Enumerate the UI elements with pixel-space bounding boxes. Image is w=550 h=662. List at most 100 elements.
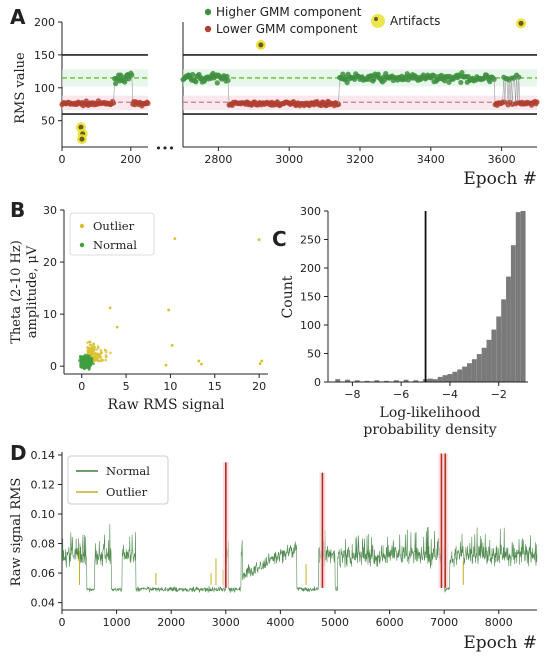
panel-b-legend: Outlier Normal bbox=[69, 212, 155, 256]
panel-c-bar bbox=[442, 375, 448, 382]
legend-marker-outlier bbox=[79, 223, 85, 229]
panel-c-bar bbox=[467, 363, 472, 382]
legend-label-lower: Lower GMM component bbox=[216, 22, 358, 36]
panel-b-x-tick-label: 20 bbox=[252, 380, 266, 393]
panel-b-y-label-line2: amplitude, μV bbox=[25, 245, 40, 338]
panel-b-x-tick-label: 5 bbox=[123, 380, 130, 393]
panel-d-x-tick-label: 8000 bbox=[485, 616, 513, 629]
panel-b-normal-point bbox=[82, 361, 86, 365]
legend-label-artifacts: Artifacts bbox=[390, 14, 440, 28]
panel-d-x-tick-label: 5000 bbox=[321, 616, 349, 629]
panel-a-point-lower bbox=[534, 99, 540, 105]
panel-a-transition bbox=[515, 75, 517, 104]
panel-d: 0 1000 2000 3000 4000 5000 6000 7000 8000 0.04 0.0… bbox=[9, 449, 538, 653]
panel-b-outlier-point bbox=[258, 362, 262, 365]
panel-c-x-label-line2: probability density bbox=[363, 422, 496, 438]
panel-b-outlier-point bbox=[95, 348, 98, 351]
panel-b-outlier-point bbox=[104, 355, 108, 358]
panel-c-bar bbox=[354, 380, 360, 382]
legend-marker-higher bbox=[204, 8, 212, 16]
panel-a-point-higher bbox=[458, 79, 464, 86]
panel-c-bar bbox=[335, 379, 341, 382]
panel-d-normal-line bbox=[61, 524, 538, 594]
panel-b-outlier-point bbox=[257, 238, 261, 242]
panel-b-outlier-point bbox=[93, 359, 97, 363]
panel-c-bar bbox=[384, 380, 389, 382]
panel-a-point-higher bbox=[193, 79, 199, 85]
panel-b-normal-point bbox=[85, 358, 89, 362]
panel-a-legend: Higher GMM component Lower GMM component A… bbox=[204, 5, 440, 36]
panel-a-x-tick-label: 2800 bbox=[204, 153, 232, 166]
panel-a-artifact-point bbox=[79, 136, 85, 142]
panel-d-x-label: Epoch # bbox=[463, 633, 537, 653]
panel-b-outlier-point bbox=[99, 349, 103, 352]
panel-a-transition bbox=[131, 75, 134, 105]
panel-b-outlier-point bbox=[89, 348, 93, 352]
panel-b-outlier-point bbox=[104, 358, 108, 362]
panel-a-point-lower bbox=[145, 100, 151, 106]
panel-b-outlier-point bbox=[115, 325, 119, 329]
legend-label-outlier: Outlier bbox=[106, 485, 148, 499]
panel-b-outlier-point bbox=[108, 306, 112, 310]
panel-b-outlier-point bbox=[197, 359, 201, 363]
panel-a-transition bbox=[510, 78, 513, 105]
panel-c-x-tick-label: −4 bbox=[442, 388, 458, 401]
panel-c-x-tick-label: −2 bbox=[491, 388, 507, 401]
panel-c-bar bbox=[428, 378, 433, 382]
panel-b-outlier-point bbox=[200, 362, 203, 366]
legend-marker-artifacts-dot bbox=[374, 17, 378, 21]
legend-marker-lower bbox=[204, 25, 212, 33]
panel-a-transition bbox=[502, 77, 505, 103]
panel-a-point-higher bbox=[225, 77, 231, 83]
panel-d-y-label: Raw signal RMS bbox=[9, 478, 24, 587]
panel-c-bar bbox=[501, 299, 507, 382]
panel-a-y-tick-label: 150 bbox=[34, 49, 55, 62]
panel-d-x-tick-label: 2000 bbox=[157, 616, 185, 629]
panel-b-outlier-point bbox=[260, 359, 264, 363]
panel-b-outlier-point bbox=[96, 345, 100, 348]
panel-a-artifact-point bbox=[258, 42, 264, 48]
panel-d-legend: Normal Outlier bbox=[67, 455, 169, 505]
panel-b-outlier-point bbox=[90, 353, 94, 357]
panel-b-outlier-point bbox=[109, 351, 112, 355]
panel-a-y-tick-label: 200 bbox=[34, 16, 55, 29]
panel-a-artifact-point bbox=[78, 124, 84, 130]
panel-c-bar bbox=[393, 380, 399, 382]
panel-b-normal-point bbox=[83, 356, 87, 360]
panel-b-outlier-point bbox=[88, 343, 92, 347]
panel-c-bar bbox=[515, 212, 521, 382]
panel-b-outlier-point bbox=[96, 357, 99, 361]
legend-label-outlier: Outlier bbox=[93, 219, 135, 233]
panel-b-normal-point bbox=[84, 364, 87, 368]
panel-a-transition bbox=[514, 77, 516, 104]
panel-c-y-label: Count bbox=[280, 275, 296, 318]
panel-b-x-tick-label: 10 bbox=[163, 380, 177, 393]
panel-b-x-tick-label: 0 bbox=[78, 380, 85, 393]
panel-c-bar bbox=[437, 376, 443, 382]
panel-d-y-tick-label: 0.06 bbox=[31, 567, 56, 580]
panel-c-bar bbox=[481, 347, 487, 382]
panel-b-outlier-point bbox=[88, 340, 91, 344]
panel-c-bar bbox=[506, 276, 511, 382]
panel-a-x-tick-label: 0 bbox=[59, 153, 66, 166]
panel-c-bar bbox=[510, 245, 516, 382]
panel-c-bar bbox=[486, 339, 492, 382]
panel-b-normal-point bbox=[87, 361, 91, 365]
panel-d-x-tick-label: 7000 bbox=[430, 616, 458, 629]
legend-label-normal: Normal bbox=[106, 464, 150, 478]
panel-d-x-tick-label: 3000 bbox=[212, 616, 240, 629]
panel-d-x-tick-label: 4000 bbox=[266, 616, 294, 629]
panel-c-bar bbox=[413, 380, 419, 382]
panel-c-bar bbox=[452, 371, 458, 382]
panel-b-normal-point bbox=[92, 362, 95, 366]
panel-c-y-tick-label: 200 bbox=[300, 262, 321, 275]
panel-d-x-tick-label: 1000 bbox=[103, 616, 131, 629]
panel-d-x-tick-label: 6000 bbox=[376, 616, 404, 629]
panel-c-bar bbox=[471, 359, 477, 382]
panel-a-point-higher bbox=[487, 79, 493, 85]
panel-a-transition bbox=[227, 80, 230, 106]
panel-a-transition bbox=[512, 78, 514, 105]
panel-b-normal-point bbox=[88, 357, 92, 361]
panel-c: −8 −6 −4 −2 0 50 100 150 200 250 300 Count Log-likel… bbox=[280, 205, 528, 438]
